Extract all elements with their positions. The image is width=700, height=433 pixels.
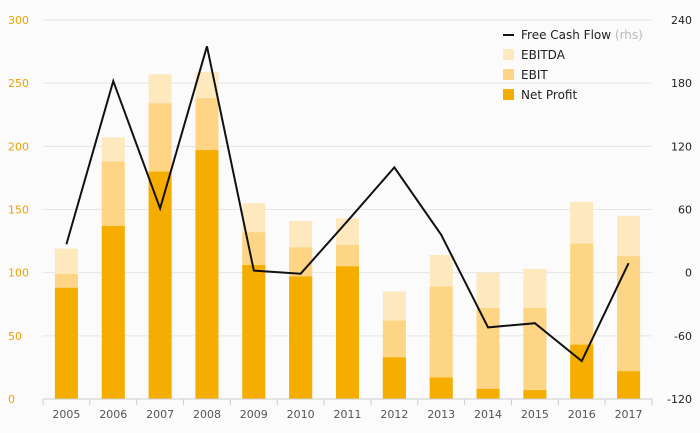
bar-net-profit (476, 388, 500, 399)
right-axis-tick-label: -60 (674, 330, 692, 343)
right-axis-tick-label: 120 (671, 140, 692, 153)
x-axis-tick-label: 2013 (427, 408, 455, 421)
right-axis-tick-label: 60 (678, 204, 692, 217)
legend-label: EBIT (521, 68, 548, 82)
legend-swatch (503, 89, 514, 100)
x-axis-tick-label: 2012 (380, 408, 408, 421)
left-axis-tick-label: 100 (8, 267, 29, 280)
x-axis-tick-label: 2009 (240, 408, 268, 421)
left-axis-tick-label: 50 (8, 330, 22, 343)
x-axis-tick-label: 2006 (99, 408, 127, 421)
bar-net-profit (429, 377, 453, 399)
left-axis-tick-label: 300 (8, 14, 29, 27)
x-axis-tick-label: 2005 (52, 408, 80, 421)
right-axis-tick-label: 180 (671, 77, 692, 90)
bar-ebit (523, 308, 547, 399)
bar-net-profit (195, 150, 219, 399)
line-layer (65, 46, 630, 363)
legend-label-text: Free Cash Flow (521, 28, 611, 42)
left-axis-tick-label: 150 (8, 204, 29, 217)
legend: Free Cash Flow (rhs) EBITDA EBIT Net Profit (503, 28, 643, 102)
legend-label: Free Cash Flow (rhs) (521, 28, 643, 42)
bar-ebit (617, 256, 641, 399)
x-axis-tick-label: 2010 (287, 408, 315, 421)
x-axis-tick-label: 2014 (474, 408, 502, 421)
x-axis-tick-label: 2017 (615, 408, 643, 421)
bar-layer (54, 71, 641, 400)
axes: 0 -120 50 -60 100 0 150 60 200 120 250 180 300 240 200… (8, 14, 692, 421)
left-axis-tick-label: 250 (8, 77, 29, 90)
bar-ebit (429, 286, 453, 399)
bar-net-profit (617, 371, 641, 399)
x-axis-tick-label: 2015 (521, 408, 549, 421)
right-axis-tick-label: -120 (667, 393, 692, 406)
legend-swatch (503, 49, 514, 60)
line-free-cash-flow (65, 46, 630, 363)
bar-net-profit (523, 390, 547, 399)
bar-ebit (476, 308, 500, 399)
x-axis-tick-label: 2016 (568, 408, 596, 421)
left-axis-tick-label: 0 (8, 393, 15, 406)
bar-net-profit (570, 344, 594, 399)
legend-label: EBITDA (521, 48, 566, 62)
bar-net-profit (101, 225, 125, 399)
legend-label-text: Net Profit (521, 88, 577, 102)
legend-label: Net Profit (521, 88, 577, 102)
legend-label-text: EBITDA (521, 48, 566, 62)
legend-label-suffix: (rhs) (611, 28, 643, 42)
right-axis-tick-label: 240 (671, 14, 692, 27)
legend-label-text: EBIT (521, 68, 548, 82)
bar-net-profit (382, 357, 406, 399)
x-axis-tick-label: 2011 (334, 408, 362, 421)
x-axis-tick-label: 2007 (146, 408, 174, 421)
left-axis-tick-label: 200 (8, 140, 29, 153)
x-axis-tick-label: 2008 (193, 408, 221, 421)
bar-net-profit (242, 265, 266, 399)
bar-net-profit (289, 276, 313, 399)
legend-swatch (503, 69, 514, 80)
right-axis-tick-label: 0 (685, 267, 692, 280)
bar-net-profit (336, 266, 359, 399)
bar-net-profit (148, 171, 172, 399)
bar-net-profit (54, 287, 78, 399)
